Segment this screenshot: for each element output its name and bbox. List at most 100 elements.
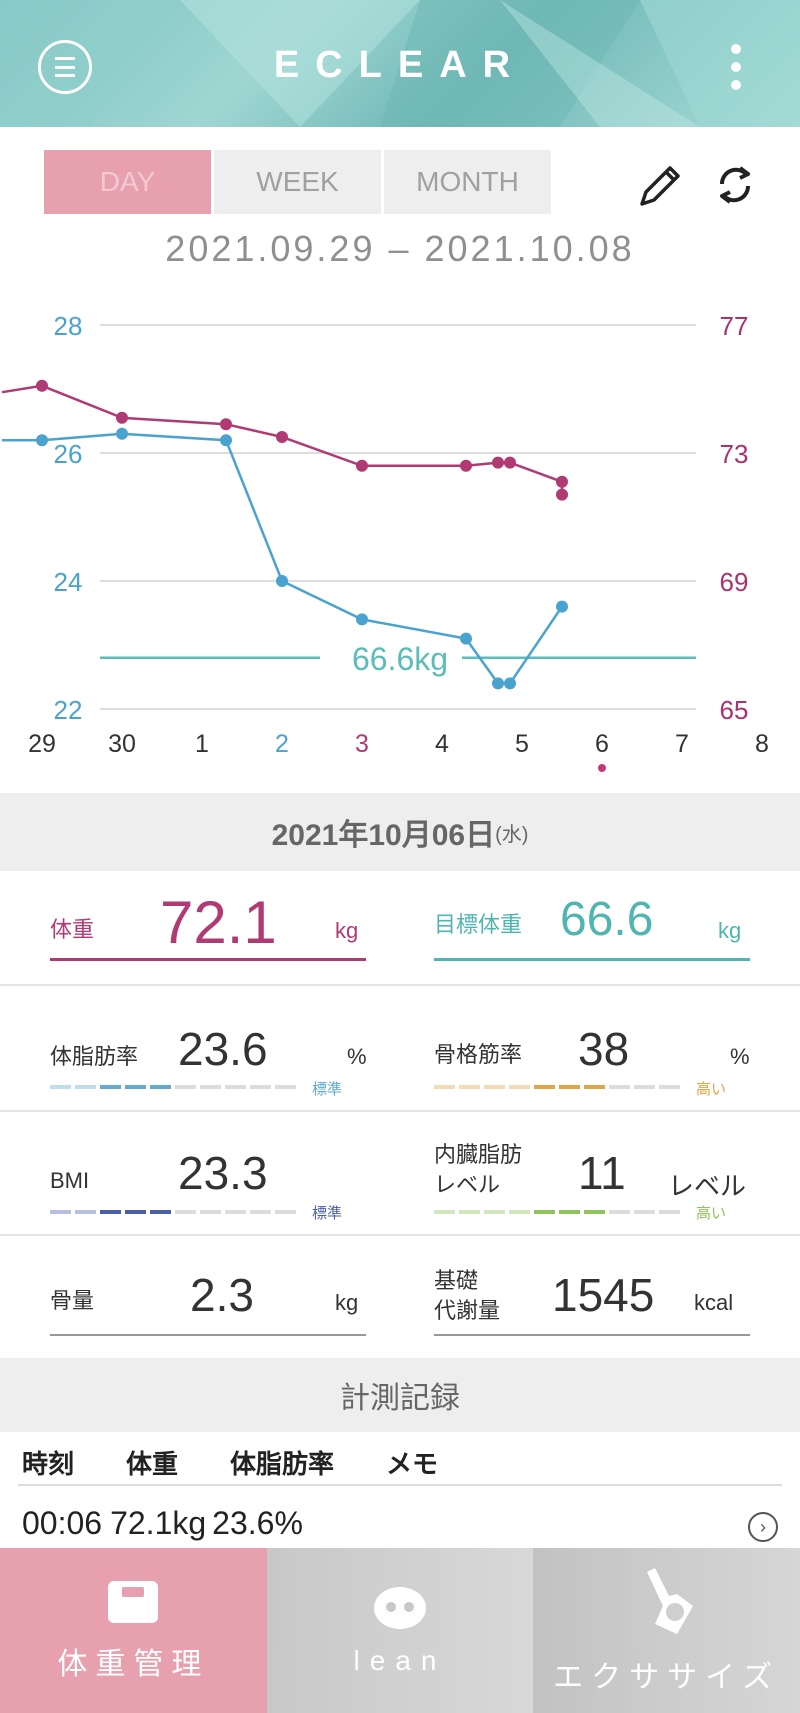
data-point bbox=[36, 379, 48, 392]
nav-exercise-label: エクササイズ bbox=[553, 1660, 781, 1694]
data-point bbox=[504, 677, 516, 690]
record-row[interactable]: 00:06 72.1kg 23.6% bbox=[22, 1505, 303, 1542]
data-point bbox=[276, 431, 288, 443]
x-axis-tick: 7 bbox=[675, 730, 689, 758]
level-segment bbox=[175, 1210, 196, 1214]
data-point bbox=[116, 411, 128, 424]
level-segment bbox=[584, 1085, 605, 1089]
right-axis-tick: 73 bbox=[720, 439, 749, 469]
level-segment bbox=[534, 1210, 555, 1214]
level-segment bbox=[434, 1210, 455, 1214]
visceral-fat-label-line2: レベル bbox=[434, 1172, 501, 1197]
level-segment bbox=[225, 1210, 246, 1214]
level-segment bbox=[459, 1210, 480, 1214]
body-fat-unit: % bbox=[347, 1044, 367, 1069]
divider bbox=[0, 1234, 800, 1236]
chevron-right-icon[interactable]: › bbox=[748, 1512, 778, 1542]
period-tabs: DAY WEEK MONTH bbox=[44, 150, 554, 214]
column-weight: 体重 bbox=[126, 1449, 179, 1479]
weight-chart[interactable]: 28 77 26 73 24 69 22 65 66.6kg 29 30 1 2 3 4 5 6 7 8 bbox=[0, 290, 800, 790]
exercise-hand-icon bbox=[646, 1567, 693, 1634]
target-weight-unit: kg bbox=[718, 918, 742, 943]
data-point bbox=[220, 434, 232, 447]
menu-button[interactable] bbox=[38, 40, 92, 94]
x-axis-tick: 2 bbox=[275, 730, 289, 758]
visceral-fat-level-bar bbox=[434, 1210, 680, 1214]
bmi-status: 標準 bbox=[312, 1205, 343, 1222]
sync-icon[interactable] bbox=[710, 160, 760, 210]
bottom-nav: 体重管理 lean エクササイズ bbox=[0, 1548, 800, 1713]
level-segment bbox=[609, 1085, 630, 1089]
x-axis-tick: 4 bbox=[435, 730, 449, 758]
nav-exercise[interactable]: エクササイズ bbox=[533, 1548, 800, 1713]
level-segment bbox=[225, 1085, 246, 1089]
level-segment bbox=[509, 1085, 530, 1089]
tab-month[interactable]: MONTH bbox=[384, 150, 551, 214]
data-point bbox=[356, 459, 368, 472]
x-axis-tick: 30 bbox=[108, 730, 136, 758]
level-segment bbox=[634, 1210, 655, 1214]
bone-mass-label: 骨量 bbox=[50, 1288, 95, 1313]
record-weight: 72.1kg bbox=[110, 1505, 207, 1541]
records-title: 計測記録 bbox=[340, 1382, 460, 1415]
weight-label: 体重 bbox=[50, 917, 95, 942]
x-axis-tick: 3 bbox=[355, 730, 369, 758]
nav-lean-label: lean bbox=[353, 1644, 447, 1676]
more-options-icon[interactable] bbox=[726, 44, 746, 100]
level-segment bbox=[609, 1210, 630, 1214]
level-segment bbox=[75, 1085, 96, 1089]
level-segment bbox=[584, 1210, 605, 1214]
body-fat-value: 23.6 bbox=[178, 1023, 268, 1075]
right-axis-tick: 65 bbox=[720, 695, 749, 725]
app-header: ECLEAR bbox=[0, 0, 800, 127]
skeletal-muscle-status: 高い bbox=[696, 1081, 727, 1098]
level-segment bbox=[634, 1085, 655, 1089]
skeletal-muscle-level-bar bbox=[434, 1085, 680, 1089]
bmr-value: 1545 bbox=[552, 1269, 655, 1321]
nav-weight-management-label: 体重管理 bbox=[57, 1647, 210, 1681]
left-axis-tick: 28 bbox=[54, 311, 83, 341]
tab-week[interactable]: WEEK bbox=[214, 150, 381, 214]
target-weight-value: 66.6 bbox=[560, 893, 654, 946]
x-axis-tick: 8 bbox=[755, 730, 769, 758]
bmi-level-bar bbox=[50, 1210, 296, 1214]
x-axis-tick: 5 bbox=[515, 730, 529, 758]
level-segment bbox=[100, 1085, 121, 1089]
left-axis-tick: 22 bbox=[54, 695, 83, 725]
level-segment bbox=[200, 1210, 221, 1214]
data-point bbox=[504, 456, 516, 469]
data-point bbox=[36, 434, 48, 447]
level-segment bbox=[559, 1085, 580, 1089]
data-point bbox=[556, 475, 568, 488]
level-segment bbox=[484, 1210, 505, 1214]
bmi-label: BMI bbox=[50, 1168, 90, 1193]
nav-lean[interactable]: lean bbox=[266, 1548, 534, 1713]
bone-mass-underline bbox=[50, 1334, 366, 1336]
visceral-fat-status: 高い bbox=[696, 1205, 727, 1222]
level-segment bbox=[534, 1085, 555, 1089]
column-time: 時刻 bbox=[22, 1449, 75, 1479]
skeletal-muscle-label: 骨格筋率 bbox=[434, 1042, 523, 1067]
level-segment bbox=[50, 1085, 71, 1089]
nav-weight-management[interactable]: 体重管理 bbox=[0, 1548, 267, 1713]
skeletal-muscle-value: 38 bbox=[578, 1023, 630, 1075]
skeletal-muscle-unit: % bbox=[730, 1044, 750, 1069]
weight-value: 72.1 bbox=[160, 889, 277, 956]
level-segment bbox=[100, 1210, 121, 1214]
level-segment bbox=[200, 1085, 221, 1089]
level-segment bbox=[175, 1085, 196, 1089]
divider bbox=[0, 1110, 800, 1112]
level-segment bbox=[434, 1085, 455, 1089]
pencil-icon[interactable] bbox=[632, 160, 686, 214]
level-segment bbox=[484, 1085, 505, 1089]
x-axis-tick: 6 bbox=[595, 730, 609, 758]
selected-day-dot bbox=[598, 764, 606, 772]
data-point bbox=[460, 459, 472, 472]
weight-unit: kg bbox=[335, 918, 359, 943]
body-fat-status: 標準 bbox=[312, 1081, 343, 1098]
left-series-line bbox=[2, 432, 564, 685]
tab-day[interactable]: DAY bbox=[44, 150, 211, 214]
data-point bbox=[116, 427, 128, 440]
level-segment bbox=[250, 1210, 271, 1214]
bmi-value: 23.3 bbox=[178, 1147, 268, 1199]
